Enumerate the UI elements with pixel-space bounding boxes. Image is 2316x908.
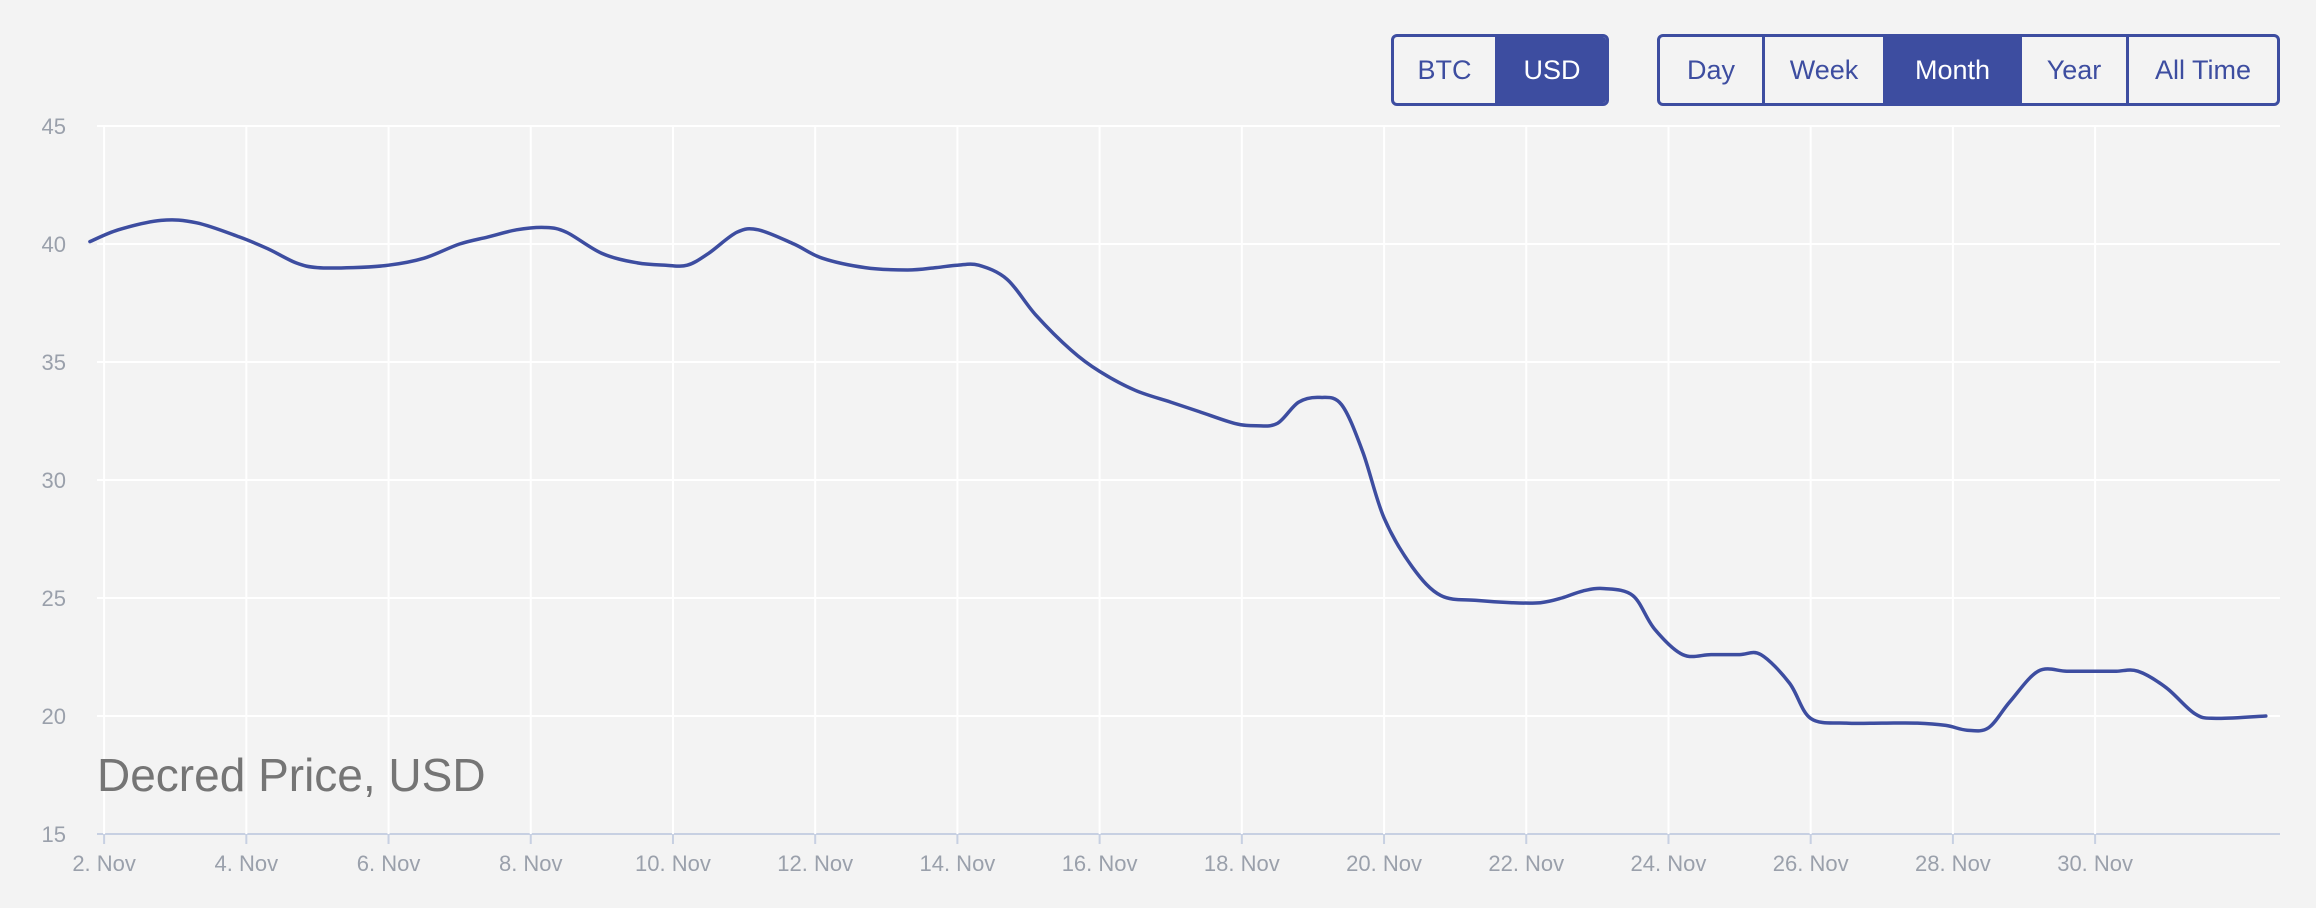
x-tick-label: 18. Nov [1204,851,1280,876]
x-tick-label: 24. Nov [1631,851,1707,876]
x-tick-label: 6. Nov [357,851,421,876]
price-series-line [88,218,2268,733]
x-tick-label: 2. Nov [72,851,136,876]
x-tick-label: 30. Nov [2057,851,2133,876]
range-week-button[interactable]: Week [1765,37,1886,103]
y-tick-label: 35 [42,350,66,375]
range-all-time-button[interactable]: All Time [2154,54,2252,85]
y-tick-label: 45 [42,114,66,139]
range-year-button[interactable]: Year [2022,37,2129,103]
range-month-button[interactable]: Month [1886,37,2022,103]
chart-grid [97,125,2280,835]
x-tick-label: 28. Nov [1915,851,1991,876]
range-day-button[interactable]: Day [1660,37,1765,103]
time-range-toggle: Day Week Month Year All Time [1657,34,2280,106]
chart-title: Decred Price, USD [97,749,486,801]
y-tick-label: 30 [42,468,66,493]
currency-toggle: BTC USD [1391,34,1609,106]
x-tick-label: 12. Nov [777,851,853,876]
y-tick-label: 15 [42,822,66,847]
y-tick-label: 25 [42,586,66,611]
x-tick-label: 22. Nov [1488,851,1564,876]
x-tick-label: 16. Nov [1062,851,1138,876]
currency-usd-button[interactable]: USD [1498,37,1606,103]
x-tick-label: 10. Nov [635,851,711,876]
chart-axes: 15 20 25 30 35 40 45 2. Nov 4. Nov 6. Nov 8. Nov 10… [42,114,2134,876]
y-tick-label: 40 [42,232,66,257]
x-tick-label: 4. Nov [215,851,279,876]
currency-btc-button[interactable]: BTC [1394,37,1498,103]
y-tick-label: 20 [42,704,66,729]
chart-series [88,218,2268,733]
x-tick-label: 8. Nov [499,851,563,876]
x-tick-label: 14. Nov [919,851,995,876]
x-tick-label: 20. Nov [1346,851,1422,876]
x-tick-label: 26. Nov [1773,851,1849,876]
